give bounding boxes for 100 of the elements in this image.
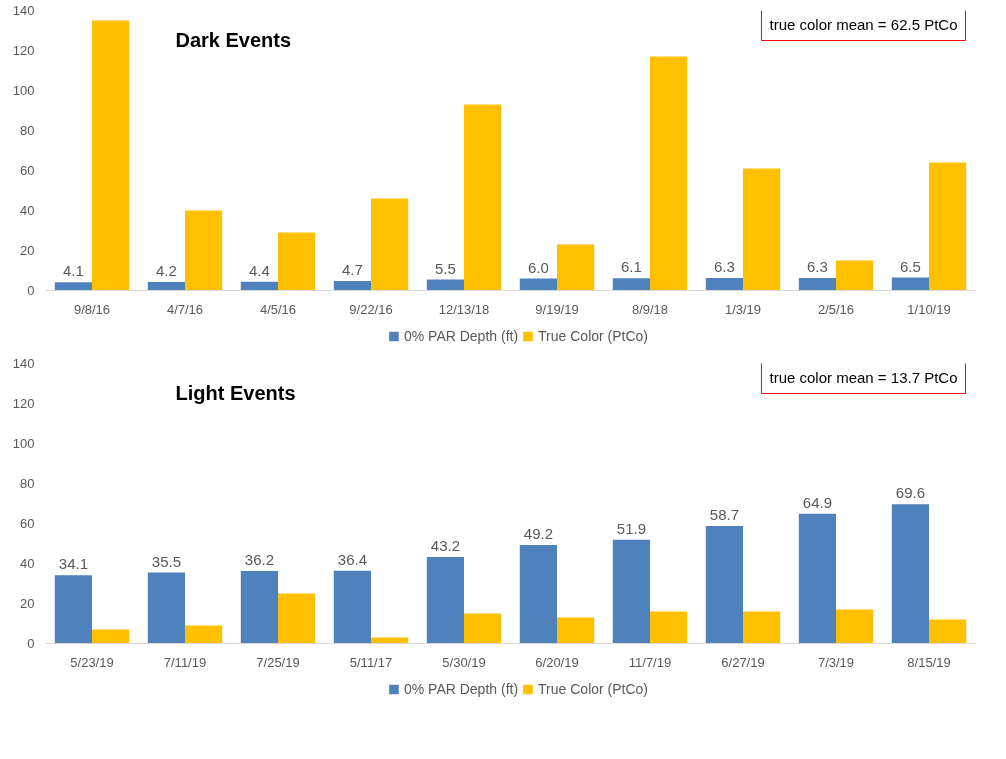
data-label: 6.5: [899, 257, 921, 275]
bar: [650, 56, 688, 291]
bar: [426, 279, 464, 291]
legend-label: True Color (PtCo): [538, 328, 649, 344]
bar: [743, 611, 781, 644]
data-label: 34.1: [58, 555, 89, 573]
x-tick-label: 7/25/19: [256, 654, 300, 670]
bar: [891, 504, 929, 644]
bar: [278, 232, 316, 291]
x-tick-label: 9/22/16: [349, 301, 393, 317]
y-tick-label: 20: [20, 596, 35, 611]
data-label: 36.2: [244, 551, 275, 569]
x-tick-label: 9/19/19: [535, 301, 579, 317]
x-tick-label: 5/11/17: [349, 654, 393, 670]
data-label: 36.4: [337, 550, 368, 568]
y-tick-label: 60: [20, 516, 35, 531]
data-label: 4.7: [341, 261, 363, 279]
annotation: true color mean = 13.7 PtCo: [769, 368, 958, 386]
x-tick-label: 1/3/19: [724, 301, 762, 317]
bar: [92, 20, 130, 291]
data-label: 6.3: [713, 257, 735, 275]
legend-label: 0% PAR Depth (ft): [403, 328, 519, 344]
bar: [333, 281, 371, 291]
data-label: 35.5: [151, 552, 182, 570]
x-tick-label: 5/30/19: [442, 654, 486, 670]
y-tick-label: 140: [12, 3, 35, 18]
bar: [612, 539, 650, 644]
text: Light Events: [175, 381, 296, 404]
data-label: 6.1: [620, 258, 642, 276]
y-tick-label: 100: [12, 83, 35, 98]
y-tick-label: 80: [20, 123, 35, 138]
legend-label: 0% PAR Depth (ft): [403, 681, 519, 697]
bar: [464, 613, 502, 644]
bar: [426, 557, 464, 644]
bar: [798, 513, 836, 644]
bar: [929, 162, 967, 291]
bar: [54, 282, 92, 291]
bar: [557, 244, 595, 291]
bar: [54, 575, 92, 644]
y-tick-label: 100: [12, 436, 35, 451]
bar: [185, 210, 223, 291]
data-label: 4.2: [155, 262, 177, 280]
bar: [519, 545, 557, 644]
data-label: 51.9: [616, 519, 647, 537]
data-label: 69.6: [895, 484, 926, 502]
y-tick-label: 40: [20, 203, 35, 218]
bar: [743, 168, 781, 291]
y-tick-label: 120: [12, 396, 35, 411]
bar: [185, 625, 223, 644]
legend-label: True Color (PtCo): [538, 681, 649, 697]
x-tick-label: 5/23/19: [70, 654, 114, 670]
bar: [147, 282, 185, 291]
data-label: 58.7: [709, 506, 740, 524]
data-label: 5.5: [434, 259, 456, 277]
x-tick-label: 8/9/18: [631, 301, 669, 317]
bar: [836, 260, 874, 291]
bar: [612, 278, 650, 291]
x-tick-label: 12/13/18: [438, 301, 490, 317]
bar: [705, 277, 743, 291]
x-tick-label: 6/27/19: [721, 654, 765, 670]
bar: [240, 281, 278, 291]
bar: [705, 526, 743, 644]
annotation: true color mean = 62.5 PtCo: [769, 15, 958, 33]
x-tick-label: 4/7/16: [166, 301, 204, 317]
x-tick-label: 7/3/19: [817, 654, 855, 670]
x-tick-label: 2/5/16: [817, 301, 855, 317]
bar: [278, 593, 316, 644]
x-tick-label: 6/20/19: [535, 654, 579, 670]
x-tick-label: 9/8/16: [73, 301, 111, 317]
text: Dark Events: [175, 28, 292, 51]
y-tick-label: 60: [20, 163, 35, 178]
data-label: 49.2: [523, 525, 554, 543]
bar: [92, 629, 130, 644]
y-tick-label: 0: [27, 283, 35, 298]
y-tick-label: 0: [27, 636, 35, 651]
data-label: 6.0: [527, 258, 549, 276]
bar: [464, 104, 502, 291]
y-tick-label: 20: [20, 243, 35, 258]
bar: [519, 278, 557, 291]
data-label: 6.3: [806, 257, 828, 275]
x-tick-label: 8/15/19: [907, 654, 951, 670]
y-tick-label: 120: [12, 43, 35, 58]
x-tick-label: 1/10/19: [907, 301, 951, 317]
bar: [891, 277, 929, 291]
bar: [650, 611, 688, 644]
data-label: 64.9: [802, 493, 833, 511]
bar: [929, 619, 967, 644]
bar: [147, 572, 185, 644]
data-label: 4.1: [62, 262, 84, 280]
bar: [333, 570, 371, 644]
y-tick-label: 80: [20, 476, 35, 491]
bar: [371, 198, 409, 291]
bar: [836, 609, 874, 644]
bar: [798, 277, 836, 291]
bar: [240, 571, 278, 644]
bar: [557, 617, 595, 644]
y-tick-label: 140: [12, 356, 35, 371]
x-tick-label: 7/11/19: [163, 654, 207, 670]
data-label: 43.2: [430, 537, 461, 555]
x-tick-label: 11/7/19: [628, 654, 672, 670]
